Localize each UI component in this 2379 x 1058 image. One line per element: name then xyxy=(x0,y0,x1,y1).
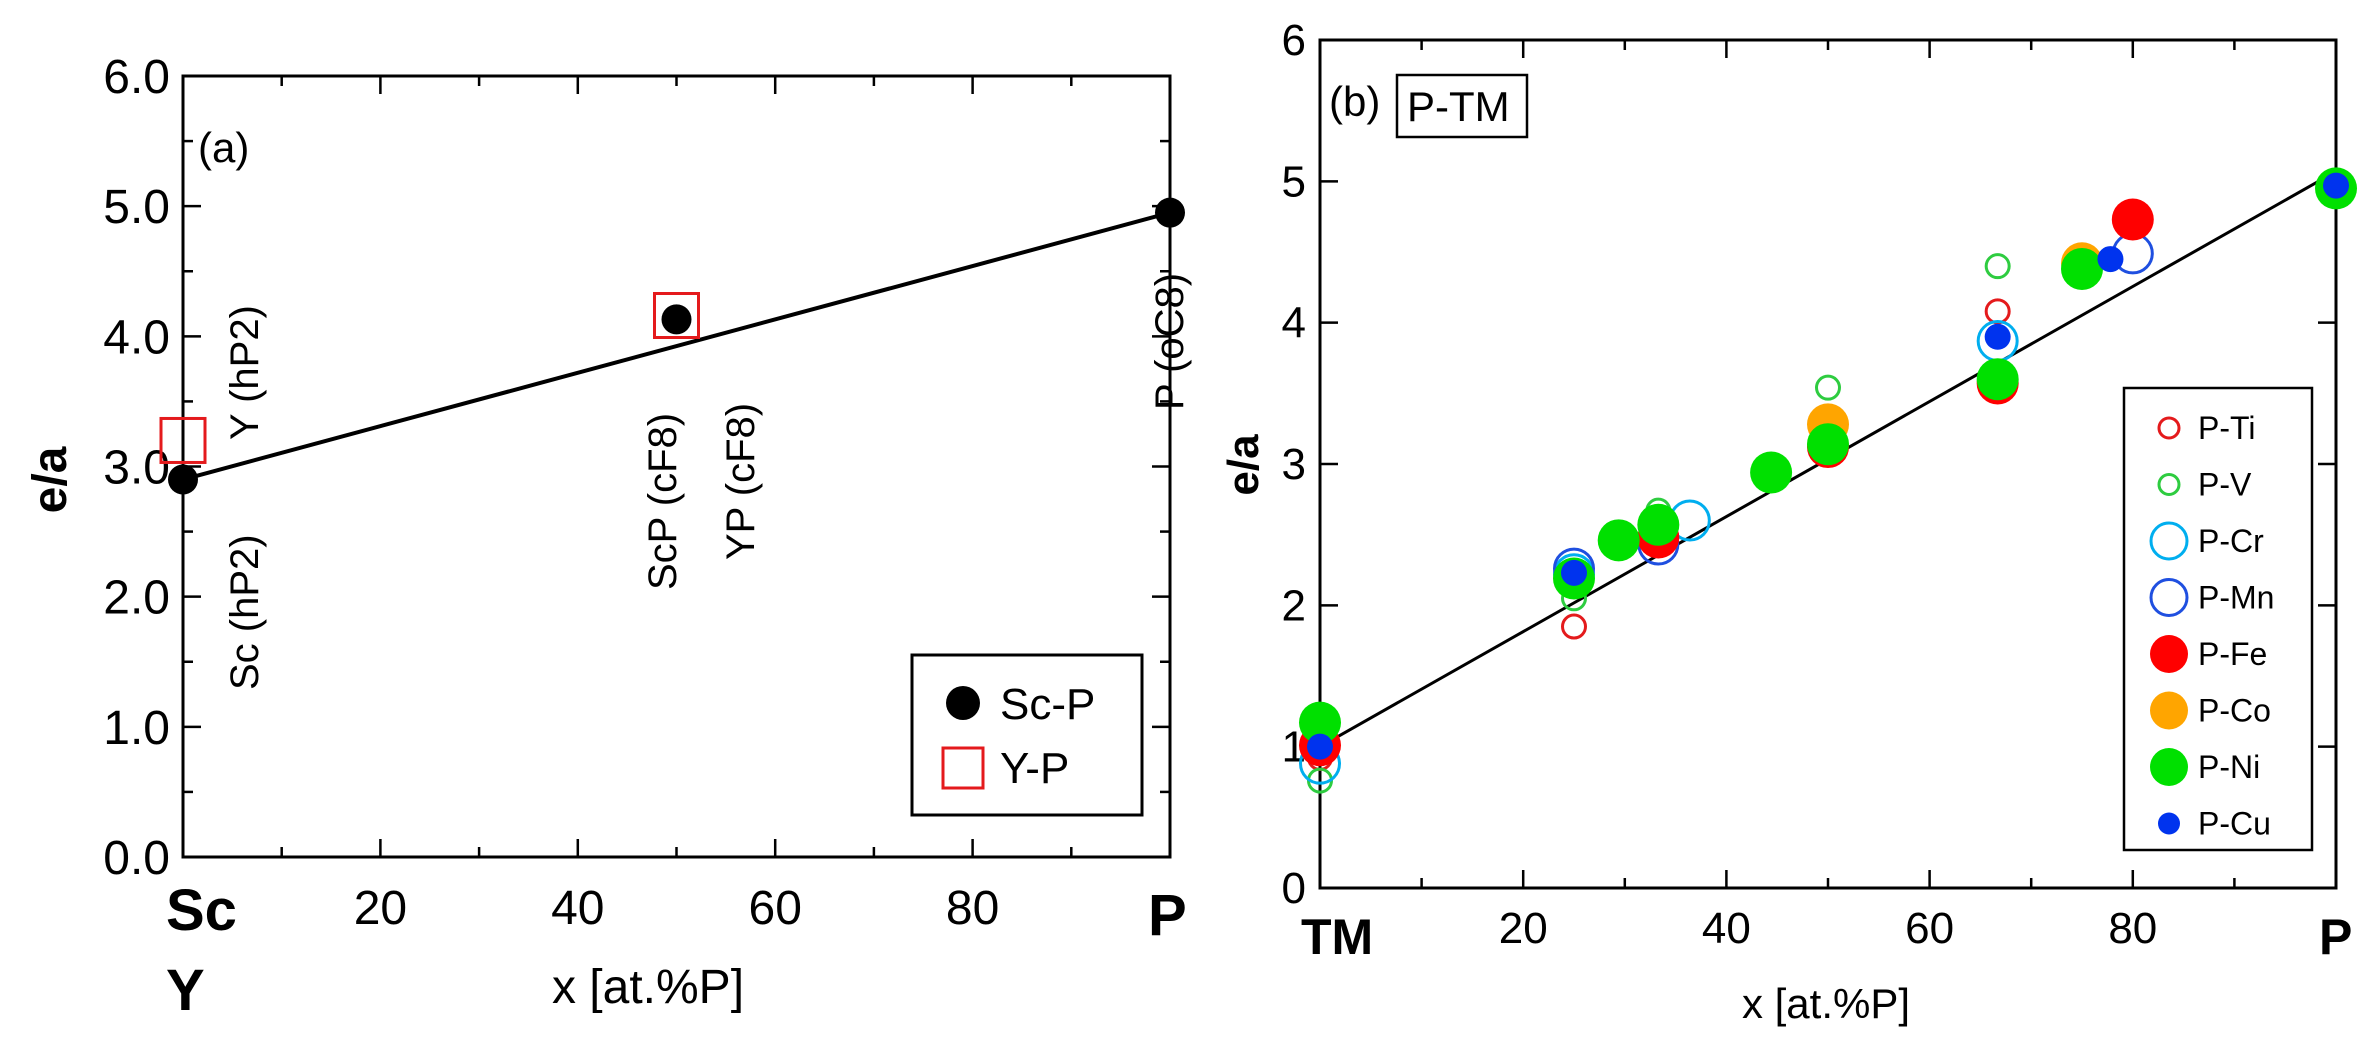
panel-b-x-tick-label: 20 xyxy=(1499,904,1548,953)
panel-b-y-tick-label: 6 xyxy=(1282,16,1306,65)
panel-a-x-end-label-sc: Sc xyxy=(166,878,237,943)
panel-a: 20 40 60 80 0.0 1.0 2.0 3.0 4.0 5.0 6.0 (a) Sc (hP… xyxy=(24,51,1192,1023)
legend-p-ti-marker xyxy=(2157,416,2181,440)
panel-a-x-tick-label: 20 xyxy=(354,882,407,935)
annotation-yp-cf8: YP (cF8) xyxy=(719,403,763,560)
p-cu-point xyxy=(2097,246,2124,273)
panel-b-y-tick-label: 5 xyxy=(1282,157,1306,206)
legend-p-mn-marker xyxy=(2149,578,2189,617)
panel-b-x-tick-label: 60 xyxy=(1905,904,1954,953)
panel-a-trend-line xyxy=(182,210,1171,482)
panel-a-y-tick-label: 5.0 xyxy=(103,181,170,234)
panel-b-data-marks xyxy=(1299,167,2357,794)
legend-p-cr-label: P-Cr xyxy=(2198,523,2264,559)
p-ni-point xyxy=(2061,247,2103,290)
p-ni-point xyxy=(1299,701,1341,744)
panel-a-x-tick-label: 60 xyxy=(749,882,802,935)
panel-a-y-tick-label: 0.0 xyxy=(103,832,170,885)
panel-b-x-end-label-p: P xyxy=(2319,909,2352,965)
p-cu-point xyxy=(1984,323,2011,350)
annotation-p-oc8: P (oC8) xyxy=(1148,273,1192,410)
p-v-point xyxy=(1815,374,1841,401)
panel-b-x-end-label-tm: TM xyxy=(1301,909,1373,965)
panel-a-y-tick-label: 6.0 xyxy=(103,51,170,104)
panel-b-legend: P-Ti P-V P-Cr P-Mn P-Fe P-Co P-Ni P-Cu xyxy=(2122,386,2314,852)
panel-a-y-tick-label: 3.0 xyxy=(103,442,170,495)
panel-a-x-tick-label: 80 xyxy=(946,882,999,935)
legend-p-co-label: P-Co xyxy=(2198,693,2271,729)
panel-a-tick-labels: 20 40 60 80 0.0 1.0 2.0 3.0 4.0 5.0 6.0 xyxy=(103,51,999,935)
panel-a-label: (a) xyxy=(198,124,249,171)
panel-a-x-end-label-p: P xyxy=(1148,883,1187,948)
legend-y-p-label: Y-P xyxy=(1000,744,1069,793)
panel-b-title: P-TM xyxy=(1407,83,1510,130)
panel-b-y-tick-label: 0 xyxy=(1282,864,1306,913)
panel-a-data-marks xyxy=(159,197,1185,495)
panel-a-y-tick-label: 4.0 xyxy=(103,311,170,364)
panel-a-x-end-label-y: Y xyxy=(166,958,205,1023)
panel-b-y-axis-label: e/a xyxy=(1219,434,1268,496)
panel-a-legend: Sc-P Y-P xyxy=(910,653,1144,817)
legend-p-cu-label: P-Cu xyxy=(2198,806,2271,842)
annotation-y-hp2: Y (hP2) xyxy=(223,305,267,440)
legend-p-fe-label: P-Fe xyxy=(2198,636,2267,672)
panel-a-y-axis-label: e/a xyxy=(24,446,77,513)
sc-p-point xyxy=(661,304,692,335)
panel-b-y-tick-label: 3 xyxy=(1282,440,1306,489)
legend-p-ti-label: P-Ti xyxy=(2198,410,2255,446)
legend-sc-p-label: Sc-P xyxy=(1000,680,1095,729)
legend-p-ni-label: P-Ni xyxy=(2198,749,2260,785)
panel-a-y-tick-label: 2.0 xyxy=(103,572,170,625)
y-p-point xyxy=(653,292,700,340)
legend-p-v-label: P-V xyxy=(2198,467,2252,503)
annotation-scp-cf8: ScP (cF8) xyxy=(641,413,685,590)
annotation-sc-hp2: Sc (hP2) xyxy=(223,534,267,690)
p-ni-point xyxy=(1597,519,1640,562)
p-ti-point xyxy=(1984,298,2011,325)
panel-a-x-axis-label: x [at.%P] xyxy=(552,961,744,1014)
p-ti-point xyxy=(1561,613,1587,640)
legend-p-cu-marker xyxy=(2158,812,2180,835)
panel-a-y-tick-label: 1.0 xyxy=(103,702,170,755)
legend-y-p-marker xyxy=(941,746,985,790)
p-ni-point xyxy=(1807,423,1849,466)
p-ni-point xyxy=(1750,451,1793,494)
legend-p-mn-label: P-Mn xyxy=(2198,580,2274,616)
y-p-point xyxy=(159,416,207,464)
sc-p-point xyxy=(168,464,198,495)
p-ni-point xyxy=(1976,358,2019,401)
legend-sc-p-marker xyxy=(946,686,980,720)
panel-a-x-tick-label: 40 xyxy=(551,882,604,935)
legend-p-fe-marker xyxy=(2150,635,2188,673)
p-cu-point xyxy=(1307,733,1333,760)
legend-p-co-marker xyxy=(2150,691,2188,730)
p-v-point xyxy=(1984,253,2011,280)
p-fe-point xyxy=(2111,198,2154,241)
panel-b-title-box xyxy=(1395,73,1529,139)
p-cu-point xyxy=(1561,559,1587,586)
legend-p-cr-marker xyxy=(2149,521,2189,561)
sc-p-point xyxy=(1155,197,1185,228)
panel-b-x-tick-label: 80 xyxy=(2108,904,2157,953)
panel-b-y-tick-label: 2 xyxy=(1282,581,1306,630)
panel-b-x-axis-label: x [at.%P] xyxy=(1742,980,1910,1027)
legend-p-ni-marker xyxy=(2150,748,2188,786)
p-ni-point xyxy=(1637,503,1680,546)
p-cu-point xyxy=(2323,172,2349,199)
panel-b-y-tick-label: 4 xyxy=(1282,299,1306,348)
legend-p-v-marker xyxy=(2157,473,2181,496)
panel-b-label: (b) xyxy=(1329,78,1380,125)
panel-b-x-tick-label: 40 xyxy=(1702,904,1751,953)
